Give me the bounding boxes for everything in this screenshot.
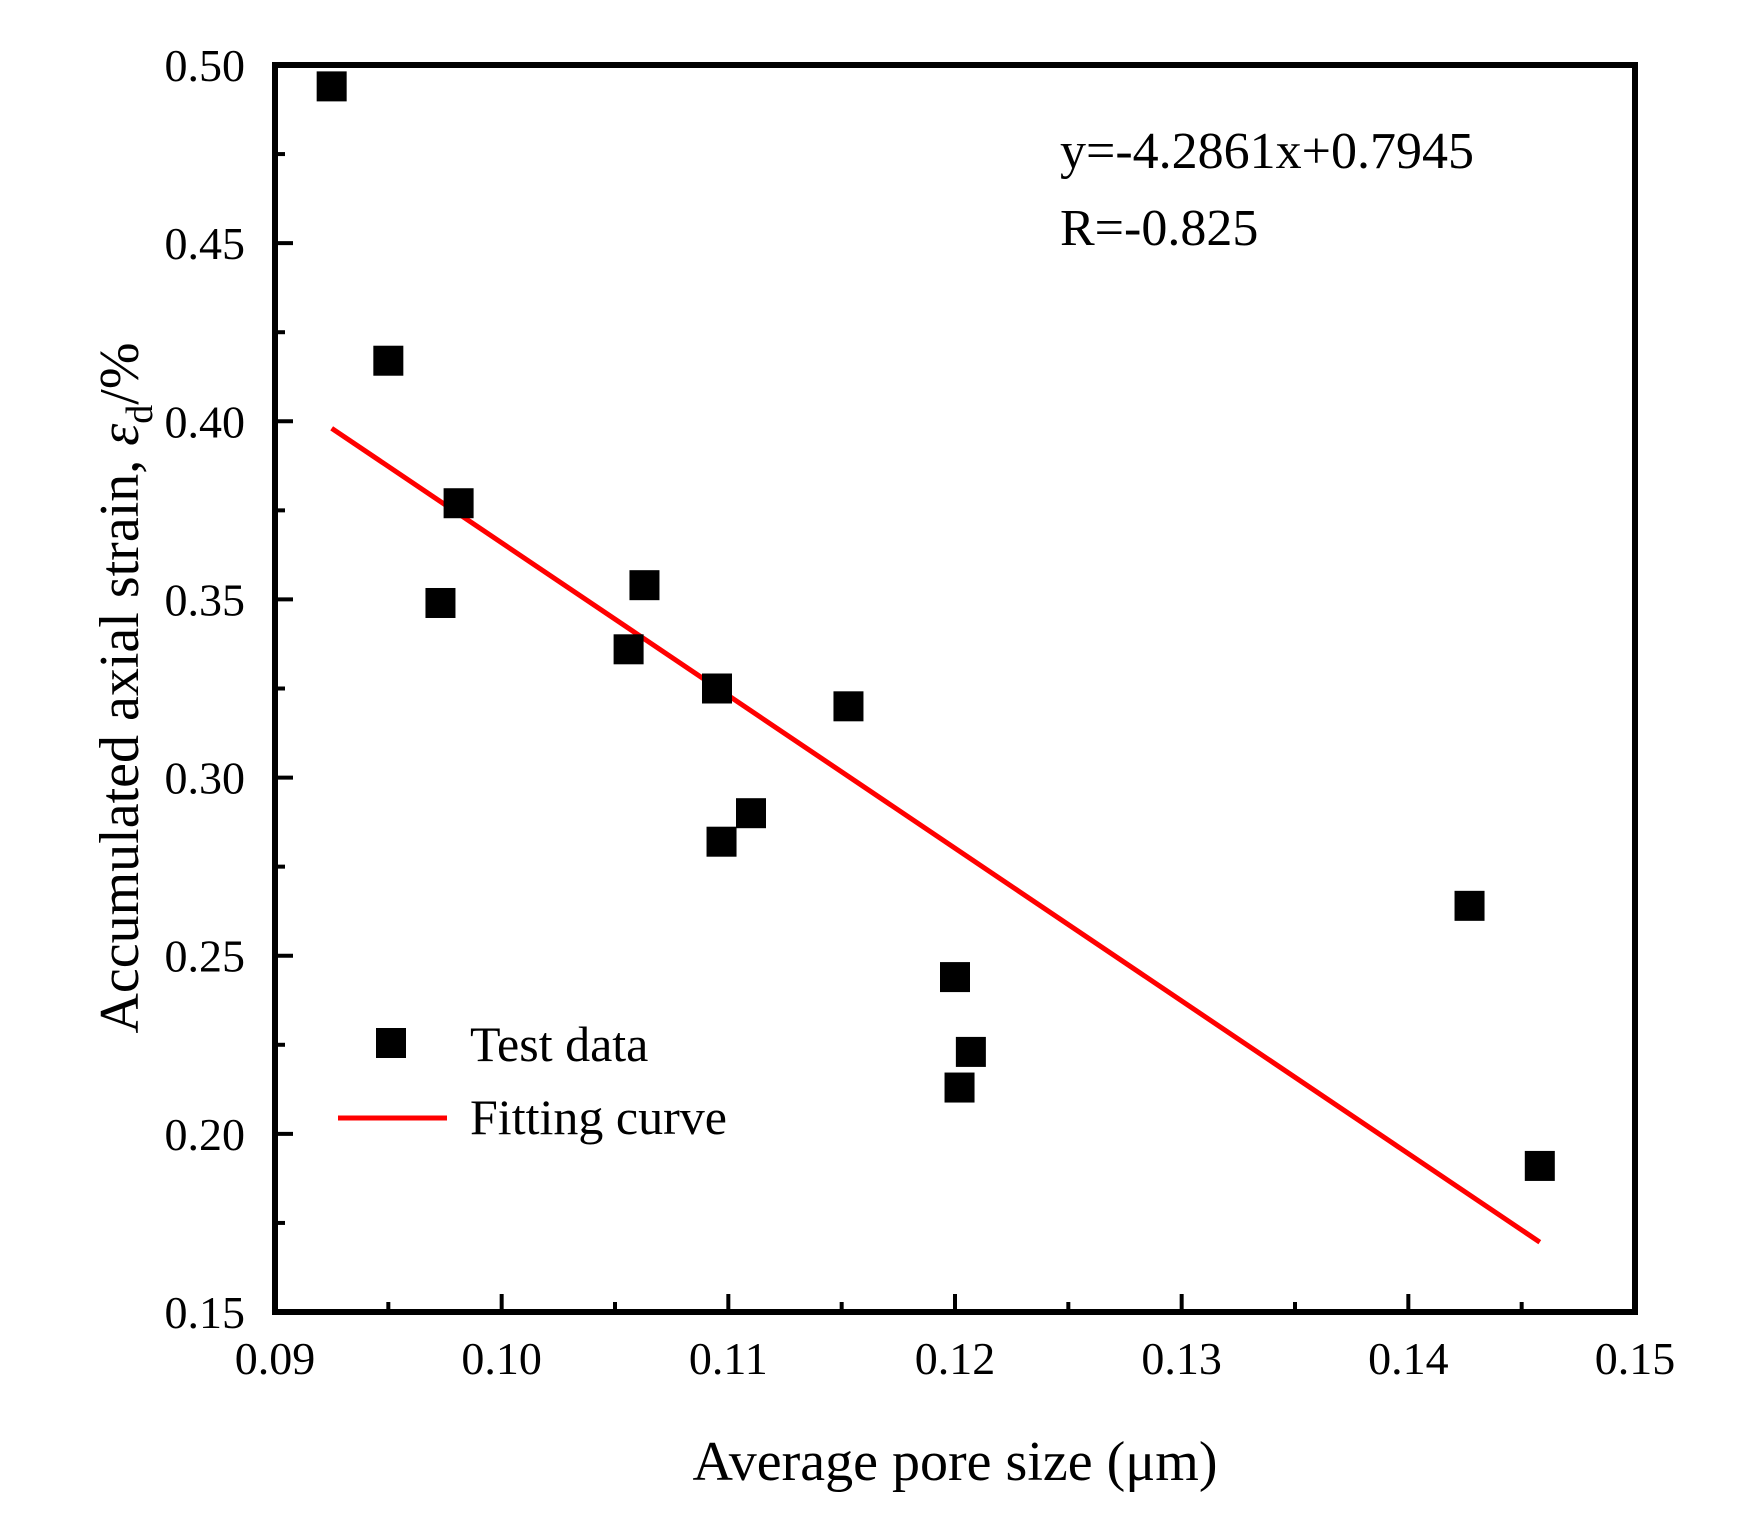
- x-axis-title: Average pore size (μm): [693, 1431, 1218, 1493]
- data-point: [316, 71, 347, 102]
- data-point: [702, 673, 732, 704]
- x-tick-label: 0.13: [1141, 1333, 1222, 1384]
- legend-label-test-data: Test data: [470, 1016, 648, 1072]
- fit-equation: y=-4.2861x+0.7945: [1060, 123, 1474, 180]
- data-point: [955, 1036, 986, 1067]
- data-point: [940, 962, 970, 993]
- y-tick-label: 0.20: [165, 1109, 246, 1160]
- fitting-curve-line: [330, 426, 1542, 1245]
- x-tick-label: 0.11: [689, 1333, 768, 1384]
- x-tick-labels: 0.09 0.10 0.11 0.12 0.13 0.14 0.15: [235, 1333, 1676, 1384]
- data-point: [1524, 1150, 1555, 1181]
- data-point: [373, 345, 404, 376]
- legend-marker-square: [376, 1028, 406, 1058]
- y-tick-label: 0.45: [165, 218, 246, 269]
- x-tick-label: 0.15: [1595, 1333, 1676, 1384]
- data-point: [944, 1072, 975, 1103]
- x-tick-label: 0.10: [461, 1333, 542, 1384]
- data-point: [629, 570, 660, 601]
- y-tick-label: 0.30: [165, 753, 246, 804]
- x-tick-label: 0.12: [915, 1333, 996, 1384]
- y-tick-labels: 0.15 0.20 0.25 0.30 0.35 0.40 0.45 0.50: [165, 40, 246, 1338]
- y-tick-label: 0.40: [165, 396, 246, 447]
- data-point: [736, 798, 766, 829]
- data-point: [706, 826, 737, 857]
- x-tick-label: 0.14: [1368, 1333, 1449, 1384]
- r-value: R=-0.825: [1060, 200, 1258, 257]
- data-point: [613, 634, 644, 665]
- data-point: [425, 587, 456, 618]
- y-tick-label: 0.25: [165, 931, 246, 982]
- y-tick-label: 0.15: [165, 1287, 246, 1338]
- data-point: [1454, 890, 1485, 921]
- data-point: [443, 488, 474, 519]
- x-tick-label: 0.09: [235, 1333, 316, 1384]
- legend: Test data Fitting curve: [338, 1016, 727, 1145]
- data-points: [316, 71, 1555, 1181]
- fit-line-layer: [330, 426, 1542, 1245]
- y-tick-label: 0.35: [165, 574, 246, 625]
- legend-label-fitting-curve: Fitting curve: [470, 1089, 727, 1145]
- plot-frame: [272, 62, 1638, 1315]
- y-axis-title: Accumulated axial strain, εd/%: [89, 342, 161, 1033]
- data-point: [833, 691, 864, 722]
- y-tick-label: 0.50: [165, 40, 246, 91]
